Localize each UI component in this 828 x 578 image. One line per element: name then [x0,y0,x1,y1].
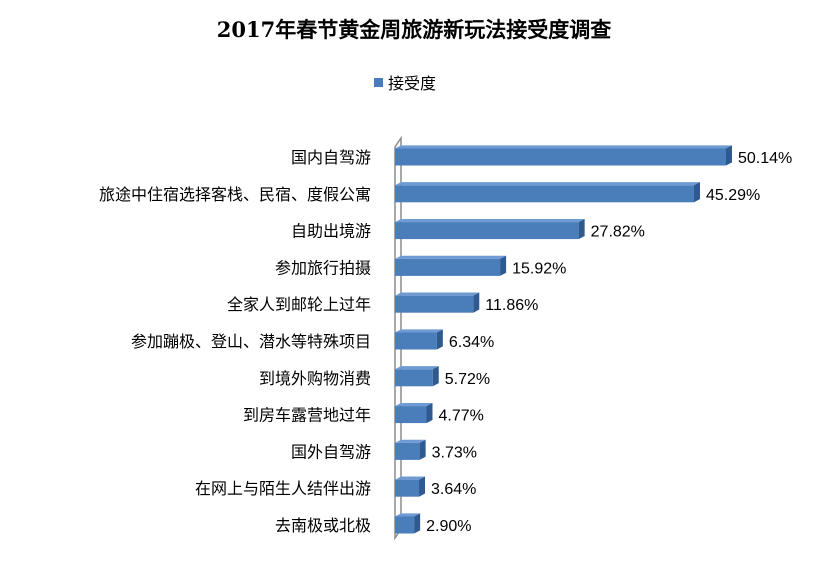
category-label: 全家人到邮轮上过年 [227,295,371,314]
bar [395,476,426,497]
bar [395,292,480,313]
data-label: 4.77% [438,408,483,425]
category-label: 到房车露营地过年 [243,406,371,425]
bar-top [395,476,426,480]
chart-title: 2017年春节黄金周旅游新玩法接受度调查 [216,17,612,42]
bar [395,513,421,534]
data-label: 2.90% [426,518,471,535]
bar-side [500,255,507,276]
bar [395,145,732,166]
bar-side [414,513,421,534]
bar-top [395,513,421,517]
bar-side [426,402,433,424]
bar-side [436,329,443,350]
bar-front [395,258,501,276]
bar [395,439,426,460]
bar-front [395,479,420,497]
bar [395,402,433,424]
bar-side [473,292,480,313]
bar-top [395,439,426,443]
bar-side [419,439,426,460]
bar-top [395,366,439,370]
data-label: 3.64% [431,481,476,498]
bar-front [395,516,415,534]
bar-side [726,145,732,166]
bar-front [395,222,579,240]
category-label: 到境外购物消费 [259,369,371,388]
bar-top [395,292,480,296]
bar [395,255,507,276]
category-label: 去南极或北极 [275,516,371,535]
category-label: 自助出境游 [291,222,371,241]
legend-label: 接受度 [388,74,437,93]
category-label: 旅途中住宿选择客栈、民宿、度假公寓 [99,185,371,204]
category-label: 参加蹦极、登山、潜水等特殊项目 [131,332,371,351]
bar [395,218,585,240]
bar-front [395,442,420,460]
bar-top [395,145,732,149]
bar-side [419,476,426,497]
bar-top [395,255,507,259]
data-label: 3.73% [432,444,477,461]
category-label: 国内自驾游 [291,148,371,167]
bar-front [395,148,726,166]
bar [395,182,700,203]
bar-top [395,402,433,407]
bar-top [395,182,700,186]
bar-side [432,366,439,387]
bar-top [395,329,443,333]
data-label: 15.92% [512,260,566,277]
data-label: 6.34% [449,334,494,351]
bar-side [578,218,585,240]
data-label: 11.86% [485,297,538,314]
category-label: 参加旅行拍摄 [275,258,371,277]
legend: 接受度 [374,70,436,94]
bar-side [693,182,700,203]
bar-top [395,218,585,223]
data-label: 5.72% [445,371,490,388]
category-label: 在网上与陌生人结伴出游 [195,479,371,498]
data-label: 50.14% [738,150,792,167]
bar-front [395,332,437,350]
legend-swatch [374,77,383,87]
bar-front [395,185,694,203]
bar-front [395,406,427,424]
bar [395,329,443,350]
data-label: 27.82% [591,224,645,241]
data-label: 45.29% [706,187,760,204]
bar-front [395,369,433,387]
category-label: 国外自驾游 [291,442,371,461]
bar-front [395,295,474,313]
bar [395,366,439,387]
